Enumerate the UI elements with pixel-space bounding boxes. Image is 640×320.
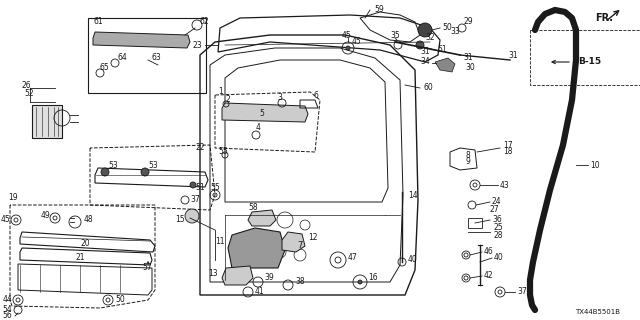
Text: 5: 5 <box>260 108 264 117</box>
Text: 32: 32 <box>425 34 435 43</box>
Polygon shape <box>222 266 253 285</box>
Text: 51: 51 <box>195 183 205 193</box>
Text: 58: 58 <box>248 204 258 212</box>
Bar <box>88 18 206 93</box>
Text: 37: 37 <box>190 196 200 204</box>
Text: FR.: FR. <box>595 13 613 23</box>
Text: 41: 41 <box>255 287 264 297</box>
Text: 18: 18 <box>503 148 513 156</box>
Circle shape <box>141 168 149 176</box>
Polygon shape <box>222 103 308 122</box>
Text: 40: 40 <box>408 255 418 265</box>
Text: 12: 12 <box>308 234 317 243</box>
Text: 11: 11 <box>216 237 225 246</box>
Text: 53: 53 <box>108 161 118 170</box>
Text: 25: 25 <box>493 223 502 233</box>
Text: 50: 50 <box>442 23 452 33</box>
Circle shape <box>418 23 432 37</box>
Text: 60: 60 <box>423 84 433 92</box>
Text: 20: 20 <box>80 238 90 247</box>
Text: 4: 4 <box>255 124 260 132</box>
Text: 21: 21 <box>76 253 84 262</box>
Text: 6: 6 <box>314 92 319 100</box>
Text: 47: 47 <box>348 253 358 262</box>
Text: B-15: B-15 <box>578 58 601 67</box>
Text: 43: 43 <box>500 180 509 189</box>
Text: 48: 48 <box>84 215 93 225</box>
Text: 61: 61 <box>93 18 102 27</box>
Text: 56: 56 <box>3 310 12 319</box>
Text: 55: 55 <box>218 148 228 156</box>
Circle shape <box>358 280 362 284</box>
Text: 63: 63 <box>152 53 162 62</box>
Text: 50: 50 <box>115 295 125 305</box>
Text: 65: 65 <box>100 63 109 73</box>
Text: 26: 26 <box>22 81 31 90</box>
Text: 40: 40 <box>494 253 504 262</box>
Text: 16: 16 <box>368 274 378 283</box>
Circle shape <box>346 46 350 50</box>
Text: 17: 17 <box>503 140 513 149</box>
Text: 10: 10 <box>590 161 600 170</box>
Text: 45: 45 <box>341 30 351 39</box>
Text: 45: 45 <box>0 215 10 225</box>
Text: 29: 29 <box>463 18 473 27</box>
Text: TX44B5501B: TX44B5501B <box>575 309 620 315</box>
Text: 33: 33 <box>450 28 460 36</box>
Text: 54: 54 <box>3 306 12 315</box>
Bar <box>468 218 482 228</box>
Text: 23: 23 <box>193 41 202 50</box>
Text: 51: 51 <box>437 45 447 54</box>
Text: 39: 39 <box>264 274 274 283</box>
Text: 1: 1 <box>218 87 223 97</box>
Text: 3: 3 <box>278 92 282 101</box>
Text: 64: 64 <box>118 53 128 62</box>
Text: 53: 53 <box>148 161 157 170</box>
Text: 35: 35 <box>390 30 400 39</box>
Text: 14: 14 <box>408 190 418 199</box>
Text: 9: 9 <box>465 157 470 166</box>
Text: 46: 46 <box>484 247 493 257</box>
Text: 55: 55 <box>210 183 220 193</box>
Text: 62: 62 <box>200 18 210 27</box>
Polygon shape <box>248 210 276 226</box>
Text: 8: 8 <box>466 150 470 159</box>
Text: 44: 44 <box>3 295 12 305</box>
Polygon shape <box>435 58 455 72</box>
Text: 45: 45 <box>352 36 362 45</box>
Text: 57: 57 <box>142 263 152 273</box>
Polygon shape <box>32 105 62 138</box>
Text: 38: 38 <box>295 277 305 286</box>
Circle shape <box>185 209 199 223</box>
Text: 37: 37 <box>517 287 527 297</box>
Text: 31: 31 <box>420 47 430 57</box>
Polygon shape <box>228 228 285 268</box>
Text: 13: 13 <box>209 269 218 278</box>
Text: 49: 49 <box>40 211 50 220</box>
Text: 52: 52 <box>24 89 34 98</box>
Text: 27: 27 <box>490 205 500 214</box>
Circle shape <box>416 41 424 49</box>
Text: 59: 59 <box>374 5 384 14</box>
Text: 42: 42 <box>484 271 493 281</box>
Circle shape <box>190 182 196 188</box>
Text: 36: 36 <box>492 215 502 225</box>
Text: 2: 2 <box>225 95 230 105</box>
Text: 30: 30 <box>465 63 475 73</box>
Circle shape <box>101 168 109 176</box>
Polygon shape <box>93 32 190 48</box>
Text: 28: 28 <box>493 231 502 241</box>
Text: 19: 19 <box>8 194 18 203</box>
Text: 7: 7 <box>298 241 303 250</box>
Text: 22: 22 <box>195 143 205 153</box>
Text: 34: 34 <box>420 58 430 67</box>
Text: 24: 24 <box>492 197 502 206</box>
Text: 31: 31 <box>463 53 473 62</box>
Text: 15: 15 <box>175 215 185 225</box>
Text: 31: 31 <box>508 51 518 60</box>
Polygon shape <box>282 232 305 252</box>
